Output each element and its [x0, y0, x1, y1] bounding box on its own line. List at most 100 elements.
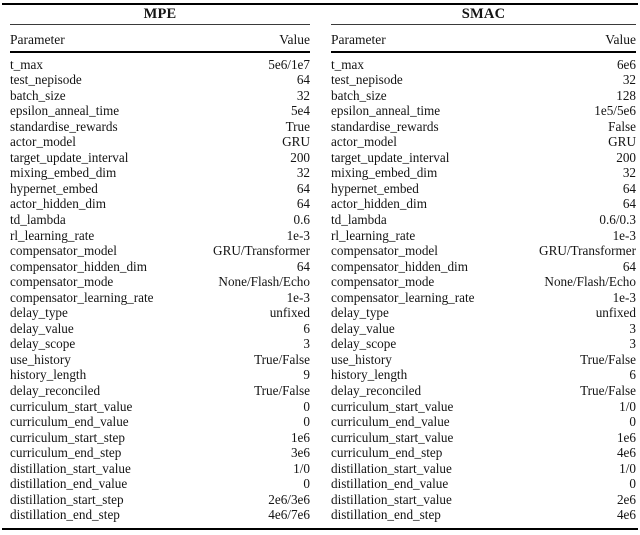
param-name: distillation_end_step — [10, 507, 120, 523]
param-value: 64 — [622, 196, 636, 212]
param-name: test_nepisode — [331, 72, 403, 88]
table-row: target_update_interval 200 — [10, 150, 310, 166]
table-row: delay_scope 3 — [10, 336, 310, 352]
top-rule — [2, 3, 638, 6]
table-row: actor_model GRU — [10, 134, 310, 150]
param-name: actor_model — [10, 134, 76, 150]
table-row: hypernet_embed 64 — [10, 181, 310, 197]
bottom-rule — [2, 527, 638, 530]
param-name: batch_size — [10, 87, 66, 103]
param-value: 0.6 — [293, 211, 310, 227]
param-value: None/Flash/Echo — [218, 274, 310, 290]
param-value: True — [285, 118, 310, 134]
param-value: 2e6/3e6 — [268, 491, 310, 507]
param-name: delay_value — [331, 320, 395, 336]
param-value: 1e-3 — [286, 227, 310, 243]
param-name: delay_scope — [10, 336, 76, 352]
table-row: distillation_start_value 2e6 — [331, 492, 636, 508]
table-row: test_nepisode 64 — [10, 72, 310, 88]
param-value: 128 — [616, 87, 636, 103]
param-value: 1/0 — [293, 460, 310, 476]
param-value: 1e6 — [290, 429, 310, 445]
param-value: True/False — [254, 382, 310, 398]
param-value: 4e6 — [616, 445, 636, 461]
param-name: compensator_learning_rate — [10, 289, 154, 305]
param-value: 0 — [303, 476, 310, 492]
table-row: epsilon_anneal_time 1e5/5e6 — [331, 103, 636, 119]
column-header-parameter: Parameter — [10, 32, 65, 47]
table-row: delay_value 3 — [331, 321, 636, 337]
param-value: True/False — [580, 382, 636, 398]
table-row: distillation_end_value 0 — [10, 476, 310, 492]
param-value: True/False — [254, 351, 310, 367]
param-name: delay_type — [10, 305, 68, 321]
param-value: 3 — [629, 336, 636, 352]
param-name: distillation_start_value — [331, 460, 452, 476]
param-name: mixing_embed_dim — [331, 165, 438, 181]
table-row: delay_type unfixed — [331, 305, 636, 321]
table-row: delay_type unfixed — [10, 305, 310, 321]
param-value: 0 — [629, 414, 636, 430]
table-title: MPE — [143, 6, 177, 22]
table-row: t_max 5e6/1e7 — [10, 57, 310, 73]
param-name: epsilon_anneal_time — [331, 103, 441, 119]
param-name: delay_reconciled — [10, 382, 101, 398]
param-value: 3e6 — [290, 445, 310, 461]
param-value: 64 — [296, 180, 310, 196]
table-row: test_nepisode 32 — [331, 72, 636, 88]
table-row: actor_model GRU — [331, 134, 636, 150]
param-value: GRU — [282, 134, 310, 150]
param-value: unfixed — [595, 305, 636, 321]
table-row: standardise_rewards False — [331, 119, 636, 135]
table-row: distillation_end_value 0 — [331, 476, 636, 492]
param-name: actor_hidden_dim — [331, 196, 427, 212]
table-row: curriculum_end_value 0 — [10, 414, 310, 430]
param-name: delay_scope — [331, 336, 397, 352]
param-value: 200 — [290, 149, 310, 165]
table-row: distillation_start_step 2e6/3e6 — [10, 492, 310, 508]
table-row: curriculum_start_value 1e6 — [331, 430, 636, 446]
table-row: td_lambda 0.6 — [10, 212, 310, 228]
table-body: t_max 6e6 test_nepisode 32 batch_size 128 epsi… — [331, 57, 636, 523]
param-value: GRU — [608, 134, 636, 150]
param-name: curriculum_start_value — [331, 398, 454, 414]
param-name: test_nepisode — [10, 72, 82, 88]
table-row: hypernet_embed 64 — [331, 181, 636, 197]
param-name: hypernet_embed — [10, 180, 98, 196]
param-name: delay_reconciled — [331, 382, 422, 398]
table-row: rl_learning_rate 1e-3 — [10, 228, 310, 244]
table-row: use_history True/False — [331, 352, 636, 368]
table-row: rl_learning_rate 1e-3 — [331, 228, 636, 244]
param-name: distillation_end_value — [331, 476, 449, 492]
table-row: batch_size 32 — [10, 88, 310, 104]
param-name: curriculum_end_step — [331, 445, 443, 461]
param-value: 1/0 — [619, 398, 636, 414]
param-name: distillation_end_step — [331, 507, 441, 523]
param-name: hypernet_embed — [331, 180, 419, 196]
column-header-value: Value — [279, 32, 310, 47]
column-header-value: Value — [605, 32, 636, 47]
table-row: target_update_interval 200 — [331, 150, 636, 166]
param-name: compensator_mode — [331, 274, 435, 290]
param-value: 0 — [303, 398, 310, 414]
header-rule — [10, 51, 310, 53]
column-header-parameter: Parameter — [331, 32, 386, 47]
param-name: target_update_interval — [10, 149, 129, 165]
param-name: distillation_start_step — [10, 491, 124, 507]
table-row: delay_reconciled True/False — [331, 383, 636, 399]
param-name: mixing_embed_dim — [10, 165, 117, 181]
param-name: td_lambda — [331, 211, 387, 227]
param-value: 4e6 — [616, 507, 636, 523]
param-value: 200 — [616, 149, 636, 165]
table-row: curriculum_start_value 1/0 — [331, 399, 636, 415]
param-value: 3 — [629, 320, 636, 336]
table-row: actor_hidden_dim 64 — [10, 196, 310, 212]
param-name: standardise_rewards — [331, 118, 439, 134]
param-value: 1e-3 — [612, 289, 636, 305]
param-value: 1e6 — [616, 429, 636, 445]
param-value: unfixed — [269, 305, 310, 321]
table-row: curriculum_end_value 0 — [331, 414, 636, 430]
param-value: GRU/Transformer — [539, 243, 636, 259]
table-body: t_max 5e6/1e7 test_nepisode 64 batch_size 32 e… — [10, 57, 310, 523]
table-smac: SMAC Parameter Value t_max 6e6 test_nepiso… — [331, 0, 636, 535]
